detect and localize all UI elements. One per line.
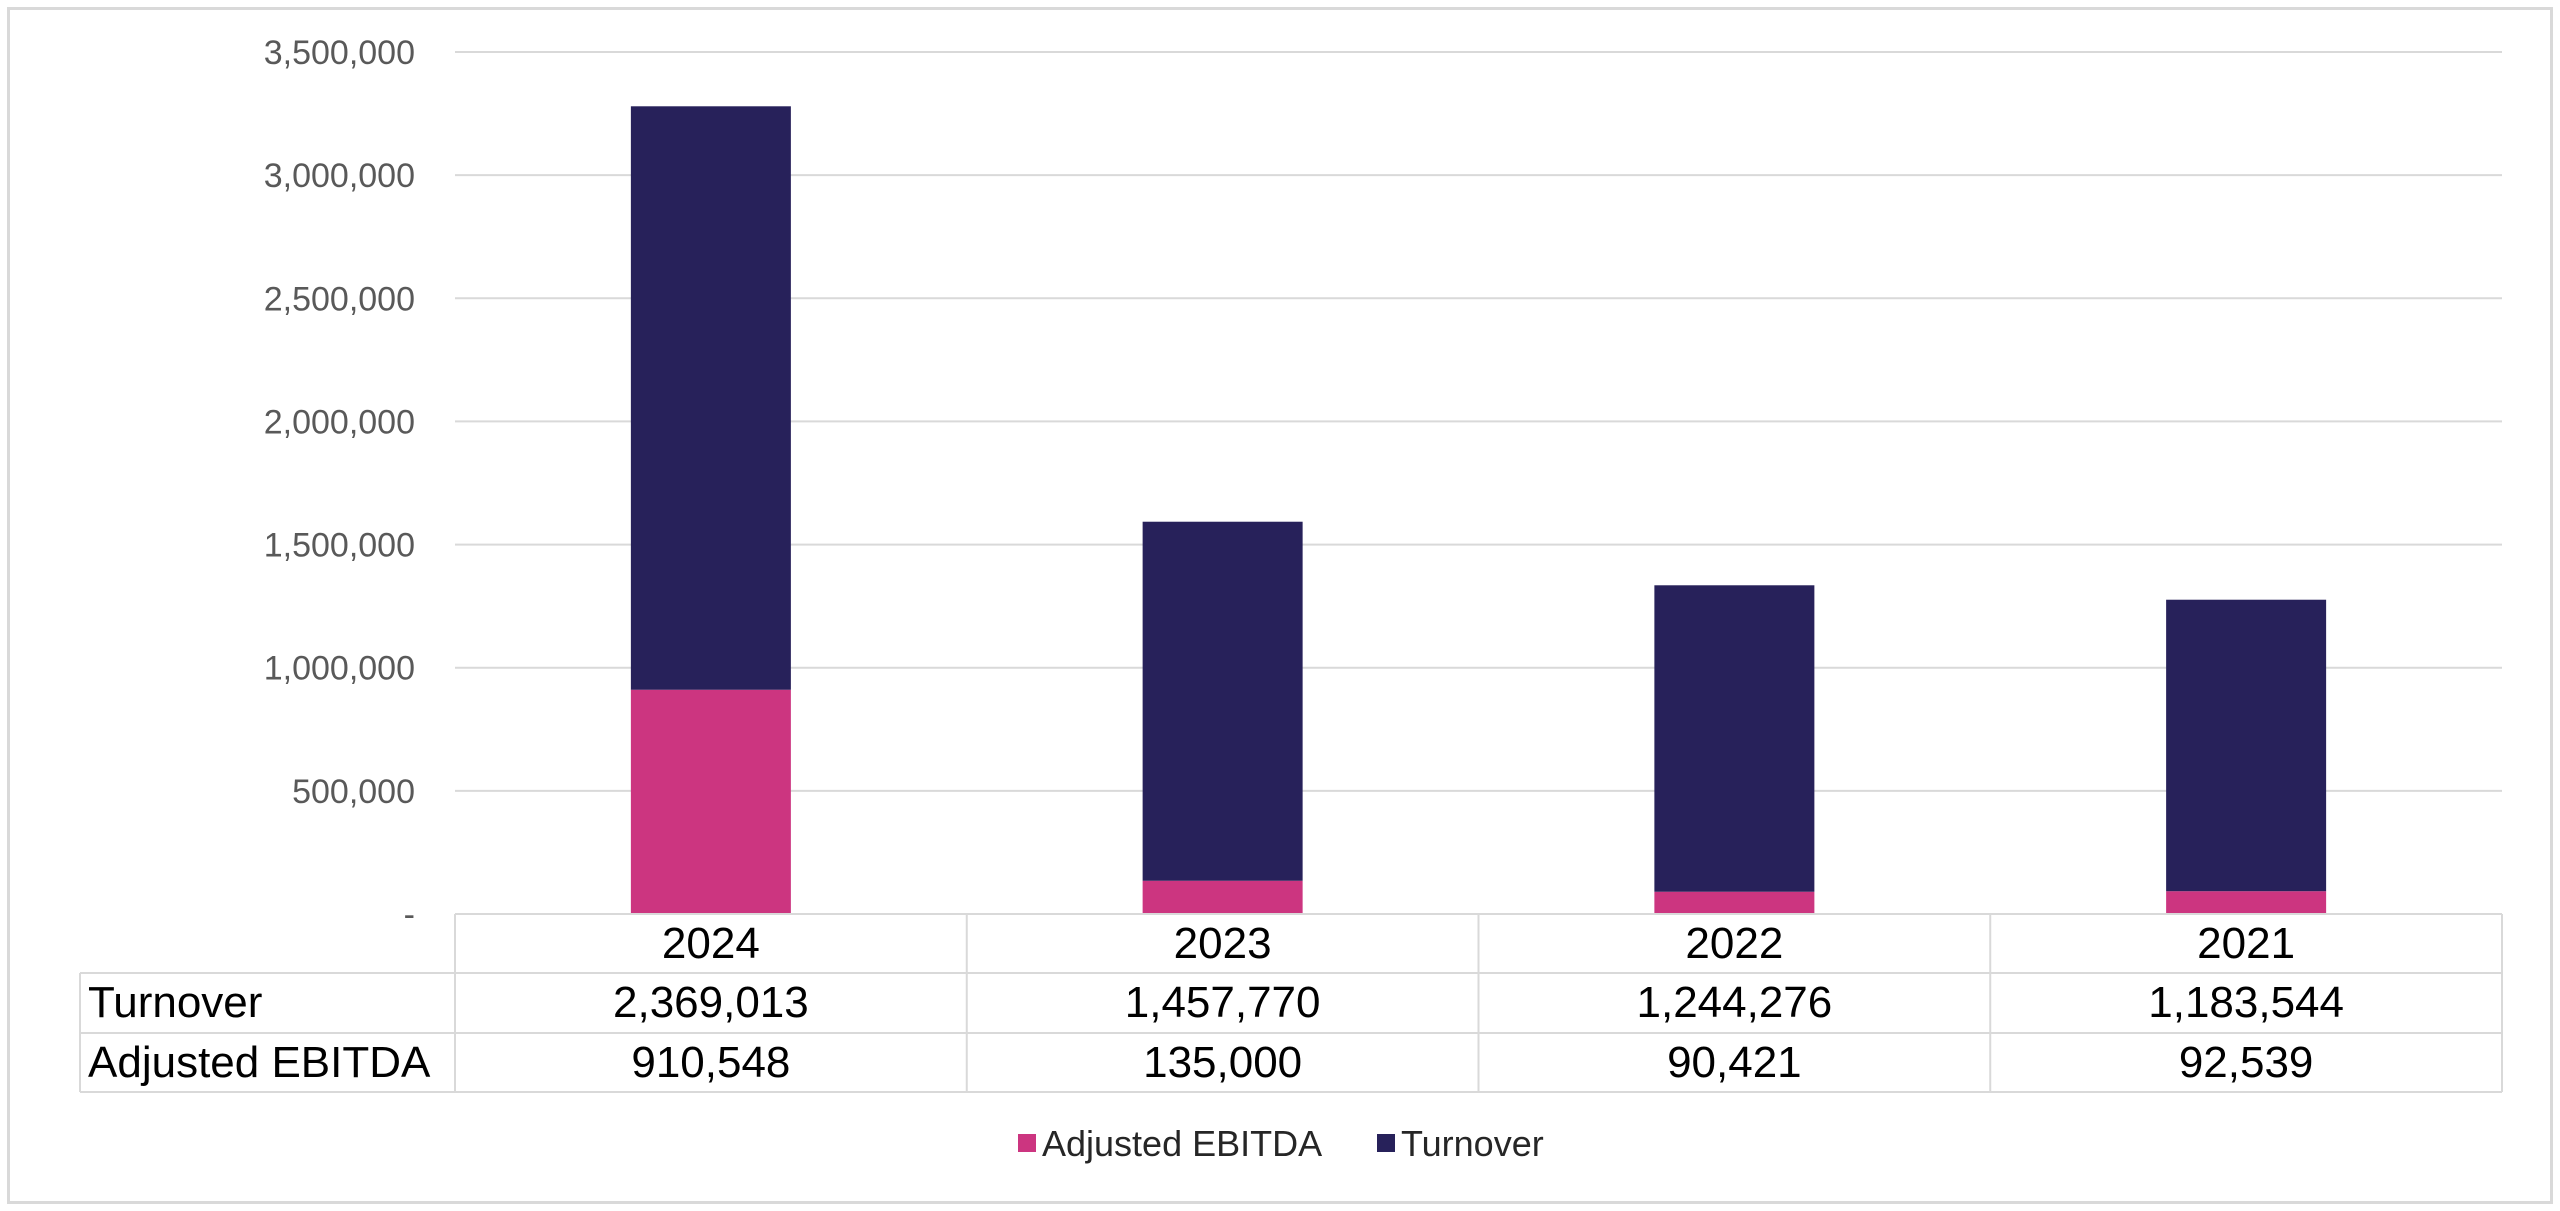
table-row-label: Turnover [88, 978, 262, 1027]
y-tick-label: 1,500,000 [264, 527, 415, 565]
bars [630, 106, 2327, 914]
bar-adjusted-ebitda-2023 [1142, 880, 1303, 914]
legend-label: Turnover [1401, 1123, 1544, 1164]
table-cell-value: 92,539 [2179, 1038, 2314, 1087]
legend-label: Adjusted EBITDA [1042, 1123, 1322, 1164]
y-tick-label: 2,000,000 [264, 403, 415, 441]
legend: Adjusted EBITDA Turnover [1018, 1123, 1544, 1164]
legend-swatch [1018, 1134, 1036, 1152]
bar-adjusted-ebitda-2024 [630, 689, 791, 914]
table-cell-value: 1,457,770 [1125, 978, 1321, 1027]
table-cell-value: 2,369,013 [613, 978, 809, 1027]
bar-turnover-2021 [2166, 599, 2327, 892]
bar-turnover-2022 [1654, 585, 1815, 892]
data-table: 2024 2023 2022 2021 Turnover 2,369,013 1,457,7… [79, 913, 2503, 1093]
table-cell-value: 1,244,276 [1637, 978, 1833, 1027]
y-tick-label: 500,000 [292, 773, 415, 811]
table-cell-value: 135,000 [1143, 1038, 1302, 1087]
legend-swatch [1377, 1134, 1395, 1152]
table-cell-value: 910,548 [631, 1038, 790, 1087]
y-tick-label: 1,000,000 [264, 650, 415, 688]
y-tick-label: 3,000,000 [264, 157, 415, 195]
gridlines [455, 51, 2502, 792]
table-cell-value: 1,183,544 [2148, 978, 2344, 1027]
category-label: 2023 [1174, 919, 1272, 968]
y-axis-ticks: - 500,000 1,000,000 1,500,000 2,000,000 2,500… [264, 34, 415, 934]
bar-adjusted-ebitda-2021 [2166, 891, 2327, 914]
category-label: 2022 [1685, 919, 1783, 968]
category-label: 2024 [662, 919, 760, 968]
category-label: 2021 [2197, 919, 2295, 968]
table-row-label: Adjusted EBITDA [88, 1038, 431, 1087]
bar-turnover-2024 [630, 106, 791, 690]
y-tick-label: 3,500,000 [264, 34, 415, 72]
bar-turnover-2023 [1142, 521, 1303, 881]
y-tick-label: - [404, 896, 415, 934]
table-cell-value: 90,421 [1667, 1038, 1802, 1087]
y-tick-label: 2,500,000 [264, 280, 415, 318]
bar-adjusted-ebitda-2022 [1654, 891, 1815, 914]
